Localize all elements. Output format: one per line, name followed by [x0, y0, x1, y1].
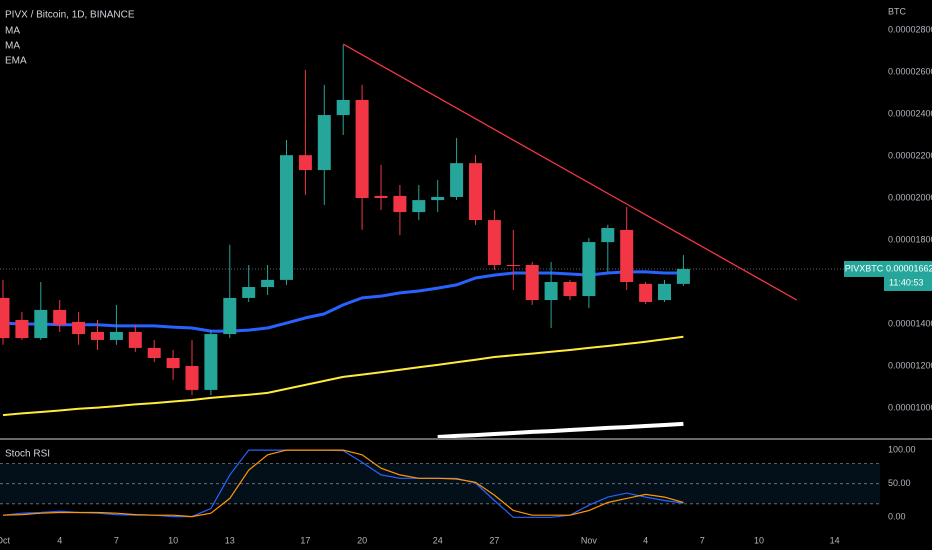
y-tick-label: 0.00002800 — [888, 24, 932, 34]
x-tick-label: 27 — [489, 535, 499, 545]
y-axis-label: BTC — [888, 6, 907, 16]
y-tick-label: 0.00001800 — [888, 234, 932, 244]
candle-body — [280, 155, 293, 280]
symbol-badge — [844, 260, 884, 277]
legend-entry: MA — [5, 26, 20, 37]
legend-entry: EMA — [5, 56, 27, 67]
countdown-label: 11:40:53 — [889, 277, 923, 287]
candle-body — [525, 264, 539, 301]
indicator-title: Stoch RSI — [5, 449, 50, 460]
x-tick-label: 20 — [357, 535, 367, 545]
candle-body — [639, 283, 653, 302]
candle-body — [34, 309, 48, 339]
candle-body — [261, 279, 275, 288]
y-tick-label: 0.00002600 — [888, 66, 932, 76]
candle-body — [506, 264, 520, 267]
stoch-tick-label: 0.00 — [888, 512, 906, 522]
y-tick-label: 0.00001000 — [888, 402, 932, 412]
main-pane — [0, 43, 880, 438]
candle-body — [223, 297, 237, 335]
candle-body — [166, 358, 180, 369]
candle-body — [450, 163, 464, 197]
x-tick-label: Nov — [581, 535, 598, 545]
x-tick-label: 13 — [225, 535, 235, 545]
candle-body — [431, 196, 445, 201]
candle-body — [91, 331, 104, 340]
chart-title: PIVX / Bitcoin, 1D, BINANCE — [5, 10, 135, 21]
candle-body — [393, 195, 407, 213]
y-tick-label: 0.00001200 — [888, 360, 932, 370]
candle-body — [298, 155, 312, 171]
x-tick-label: 14 — [830, 535, 840, 545]
candle-body — [0, 297, 10, 339]
candle-body — [204, 334, 218, 390]
y-tick-label: 0.00001400 — [888, 318, 932, 328]
ma-line — [437, 421, 684, 438]
candle-body — [676, 268, 690, 284]
candle-body — [658, 283, 671, 301]
candle-body — [355, 99, 369, 199]
x-tick-label: 4 — [643, 535, 648, 545]
y-tick-label: 0.00002200 — [888, 150, 932, 160]
last-price-label: 0.00001662 — [886, 263, 932, 273]
candle-body — [72, 321, 86, 335]
stoch-tick-label: 50.00 — [888, 478, 911, 488]
candle-body — [374, 195, 388, 199]
candle-body — [412, 200, 426, 213]
candle-body — [15, 319, 29, 339]
x-tick-label: 7 — [700, 535, 705, 545]
candle-body — [544, 281, 558, 301]
candle-body — [336, 99, 350, 116]
candle-body — [128, 331, 142, 348]
candle-body — [109, 331, 123, 340]
x-tick-label: 4 — [57, 535, 62, 545]
candle-body — [582, 242, 596, 297]
x-tick-label: 24 — [433, 535, 443, 545]
price-badge — [884, 260, 932, 291]
candle-body — [601, 228, 615, 243]
candle-body — [185, 365, 199, 390]
x-tick-label: 7 — [114, 535, 119, 545]
candle-body — [563, 281, 577, 297]
x-tick-label: 17 — [300, 535, 310, 545]
candle-body — [242, 287, 256, 298]
candle-body — [317, 115, 331, 171]
candle-body — [53, 309, 67, 325]
symbol-label: PIVXBTC — [845, 263, 884, 273]
y-tick-label: 0.00002000 — [888, 192, 932, 202]
ma-line — [2, 335, 684, 417]
trendline — [342, 43, 798, 301]
stoch-pane — [0, 449, 880, 518]
candle-body — [469, 163, 482, 221]
x-tick-label: 10 — [754, 535, 764, 545]
candle-body — [147, 347, 161, 359]
y-tick-label: 0.00002400 — [888, 108, 932, 118]
overlay: PIVX / Bitcoin, 1D, BINANCE BTC Stoch RS… — [0, 6, 932, 545]
legend-entry: MA — [5, 41, 20, 52]
x-tick-label: 10 — [168, 535, 178, 545]
candle-body — [487, 220, 501, 265]
stoch-tick-label: 100.00 — [888, 444, 916, 454]
stoch-line — [2, 449, 684, 518]
candle-body — [620, 229, 634, 282]
x-tick-label: Oct — [0, 535, 10, 545]
